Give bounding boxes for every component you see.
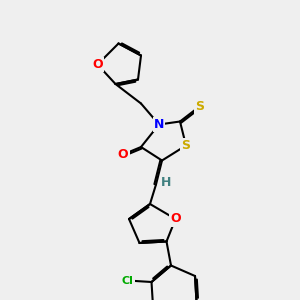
Text: S: S xyxy=(182,139,190,152)
Text: O: O xyxy=(170,212,181,226)
Text: O: O xyxy=(92,58,103,71)
Text: H: H xyxy=(161,176,172,190)
Text: N: N xyxy=(154,118,164,131)
Text: S: S xyxy=(195,100,204,113)
Text: Cl: Cl xyxy=(122,275,134,286)
Text: O: O xyxy=(118,148,128,161)
